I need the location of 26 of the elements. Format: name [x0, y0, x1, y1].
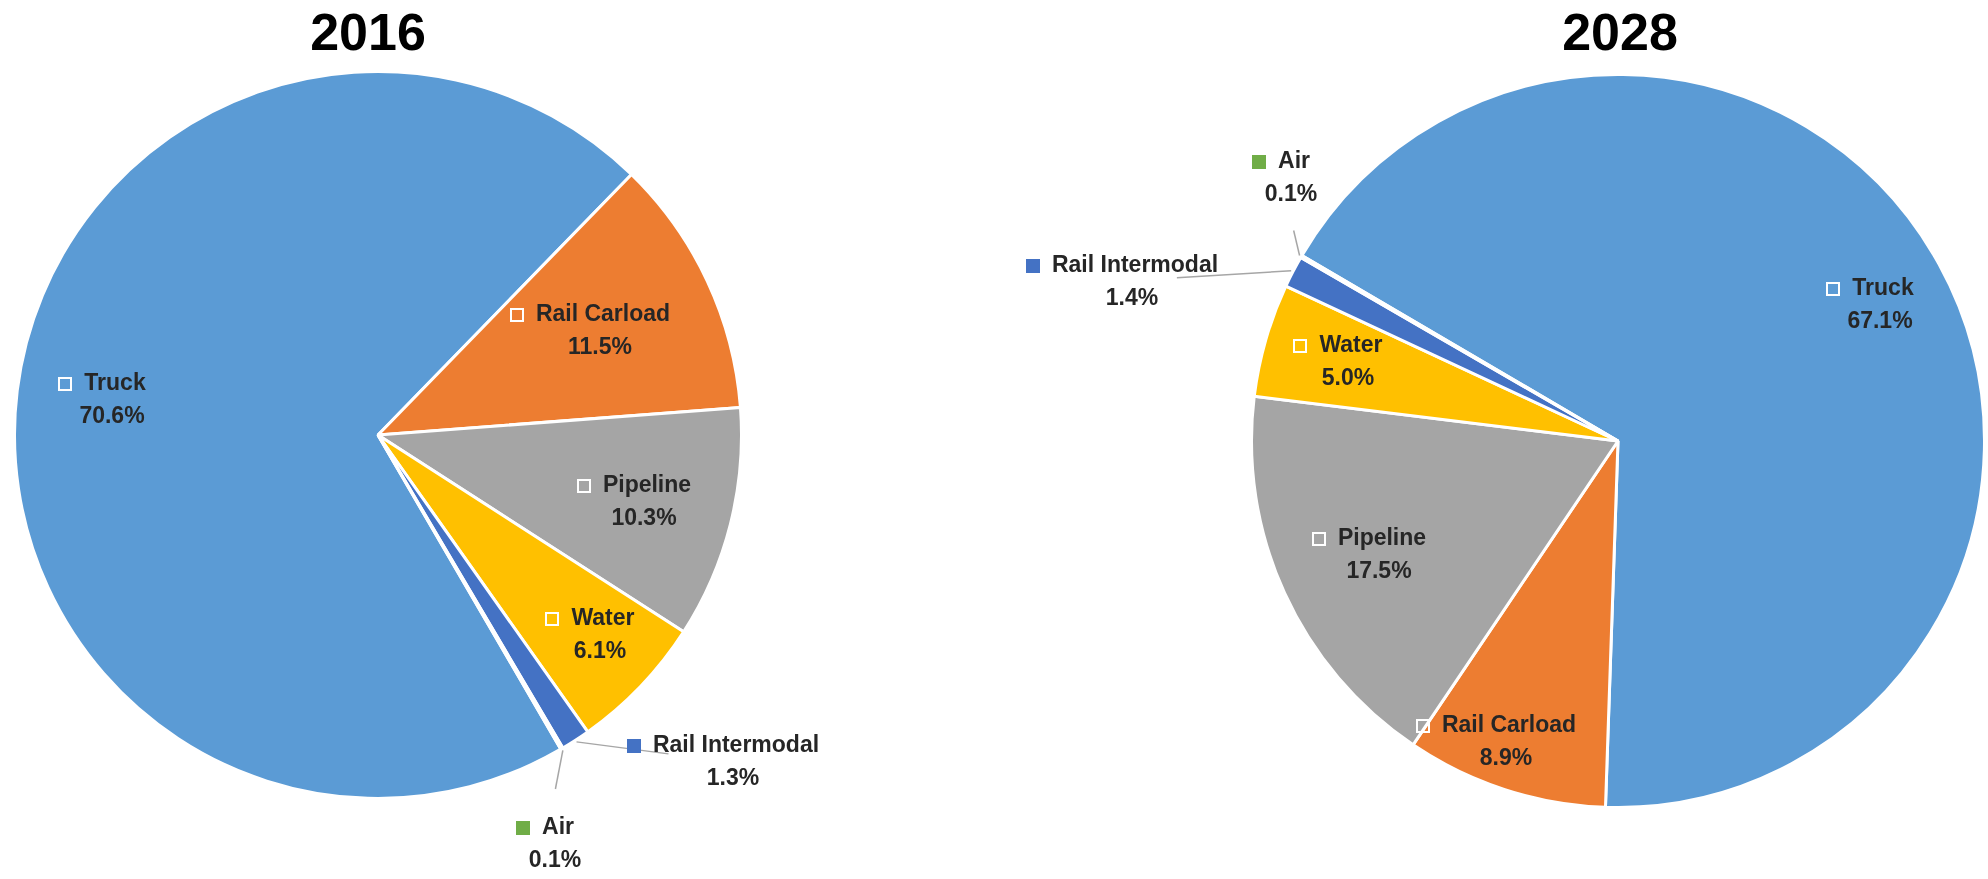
chart-title: 2028: [1562, 2, 1678, 62]
data-label: 8.9%: [1479, 744, 1533, 771]
data-label: 11.5%: [568, 333, 632, 360]
slice-label: Water: [571, 604, 635, 631]
slice-label: Water: [1319, 331, 1383, 358]
data-label: 5.0%: [1321, 364, 1375, 391]
data-label: 17.5%: [1346, 557, 1412, 584]
data-label: 1.4%: [1105, 284, 1159, 311]
data-label: 70.6%: [79, 402, 145, 429]
chart-title: 2016: [310, 2, 426, 62]
legend-label: Air: [542, 813, 575, 840]
legend-label: Air: [1278, 147, 1311, 174]
legend-label: Rail Intermodal: [1051, 251, 1219, 278]
data-label: 1.3%: [706, 764, 760, 791]
legend-label: Rail Intermodal: [652, 731, 820, 758]
slice-label: Truck: [84, 369, 146, 396]
slice-label: Rail Carload: [535, 300, 671, 327]
data-label: 0.1%: [1264, 180, 1318, 207]
slice-label: Rail Carload: [1441, 711, 1577, 738]
data-label: 67.1%: [1847, 307, 1913, 334]
data-label: 10.3%: [611, 504, 677, 531]
data-label: 6.1%: [573, 637, 627, 664]
slice-label: Pipeline: [602, 471, 692, 498]
slice-label: Pipeline: [1337, 524, 1427, 551]
data-label: 0.1%: [528, 846, 582, 873]
slice-label: Truck: [1852, 274, 1914, 301]
